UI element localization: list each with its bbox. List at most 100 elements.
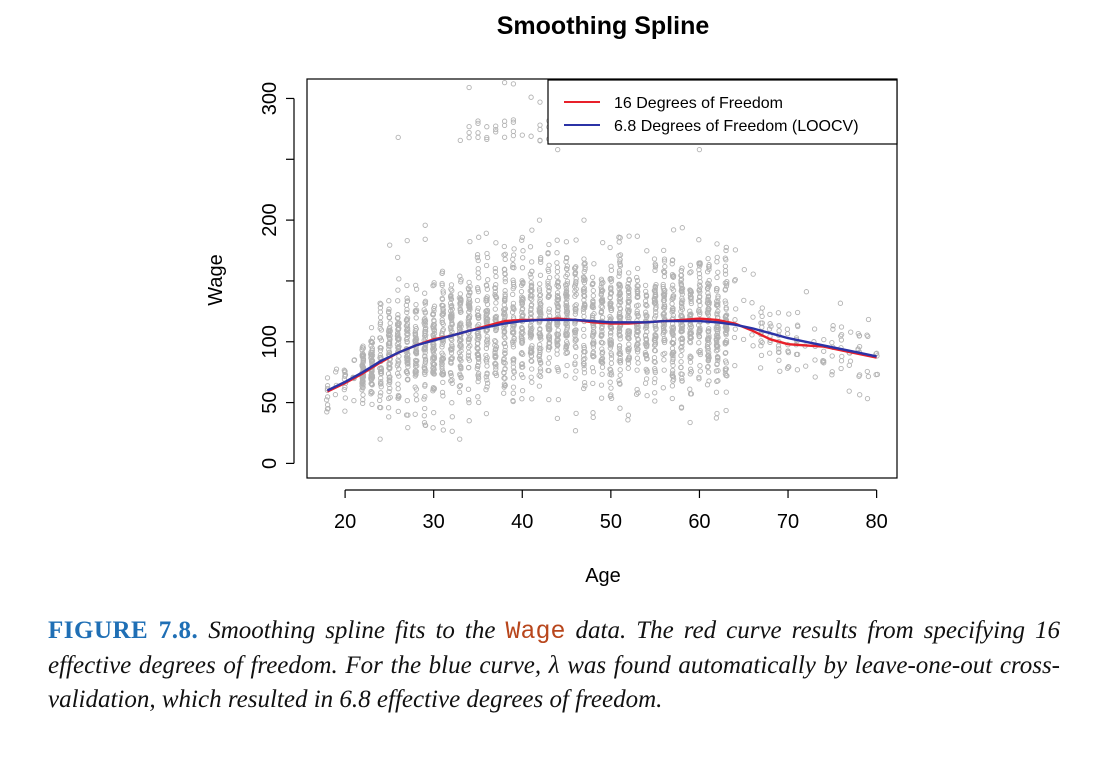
data-point	[449, 400, 455, 406]
data-point	[608, 360, 615, 366]
data-point	[529, 227, 535, 233]
data-point	[580, 306, 587, 312]
data-point	[607, 294, 613, 301]
data-point	[555, 342, 561, 348]
data-point	[714, 378, 720, 385]
data-point	[457, 273, 463, 279]
data-point	[439, 282, 445, 288]
data-point	[696, 287, 702, 294]
data-point	[617, 252, 624, 258]
data-point	[626, 308, 632, 315]
data-point	[661, 292, 667, 298]
data-point	[493, 344, 500, 350]
data-point	[644, 248, 650, 254]
data-point	[536, 353, 542, 359]
data-point	[572, 343, 578, 349]
data-point	[573, 237, 579, 243]
data-point	[616, 268, 623, 274]
data-point	[360, 378, 366, 384]
data-point	[520, 255, 526, 261]
data-point	[669, 383, 676, 389]
data-point	[740, 336, 747, 343]
data-point	[722, 367, 729, 374]
data-point	[581, 385, 587, 392]
data-point	[484, 136, 490, 143]
data-point	[670, 273, 676, 279]
data-point	[598, 310, 604, 316]
data-point	[519, 237, 525, 243]
data-point	[608, 291, 614, 297]
data-point	[608, 278, 614, 284]
data-point	[430, 370, 437, 377]
data-point	[598, 286, 605, 292]
data-point	[705, 255, 711, 262]
data-point	[386, 327, 392, 334]
data-point	[537, 342, 543, 348]
data-point	[670, 257, 676, 263]
data-point	[528, 322, 534, 328]
data-point	[652, 376, 658, 382]
data-point	[484, 301, 491, 308]
data-point	[457, 309, 464, 315]
data-point	[643, 301, 649, 308]
data-point	[493, 339, 499, 345]
data-point	[412, 368, 418, 374]
y-tick-label: 300	[259, 82, 281, 115]
data-point	[377, 397, 383, 404]
data-point	[466, 309, 472, 315]
data-point	[465, 286, 472, 293]
data-point	[608, 332, 614, 339]
data-point	[475, 378, 481, 385]
data-point	[404, 316, 410, 323]
data-point	[421, 320, 427, 326]
data-point	[342, 395, 348, 401]
data-point	[395, 381, 401, 387]
data-point	[670, 227, 677, 233]
data-point	[519, 234, 525, 241]
data-point	[386, 347, 392, 353]
data-point	[545, 327, 552, 333]
data-point	[617, 336, 623, 342]
data-point	[857, 392, 863, 398]
data-point	[510, 119, 517, 125]
data-point	[572, 375, 578, 381]
data-point	[465, 339, 472, 345]
data-point	[581, 333, 587, 339]
data-point	[759, 313, 765, 320]
data-point	[564, 333, 570, 339]
data-point	[430, 425, 436, 431]
data-point	[713, 288, 720, 294]
data-point	[687, 262, 694, 268]
data-point	[449, 346, 455, 353]
data-point	[421, 347, 427, 353]
data-point	[536, 383, 543, 389]
data-point	[360, 392, 366, 398]
data-point	[536, 288, 543, 294]
data-point	[439, 296, 446, 303]
data-point	[714, 241, 720, 247]
data-point	[732, 317, 738, 323]
data-point	[404, 295, 410, 301]
data-point	[643, 376, 650, 382]
data-point	[457, 341, 463, 348]
data-point	[784, 331, 791, 337]
data-point	[830, 326, 836, 332]
data-point	[546, 340, 552, 347]
data-point	[864, 395, 871, 402]
data-point	[465, 314, 472, 320]
data-point	[448, 325, 454, 332]
data-point	[652, 348, 658, 354]
data-point	[385, 371, 392, 377]
data-point	[545, 325, 552, 331]
data-point	[687, 331, 693, 337]
data-point	[669, 306, 676, 312]
data-point	[510, 132, 517, 139]
data-point	[599, 346, 605, 352]
data-point	[457, 295, 464, 302]
smoothing-spline-chart: Smoothing Spline 20 30 40 50 60 70 80 0 50 100 20…	[205, 12, 898, 587]
data-point	[501, 340, 507, 347]
data-point	[625, 289, 632, 295]
data-point	[616, 345, 623, 352]
data-point	[812, 374, 818, 380]
data-point	[572, 336, 578, 342]
